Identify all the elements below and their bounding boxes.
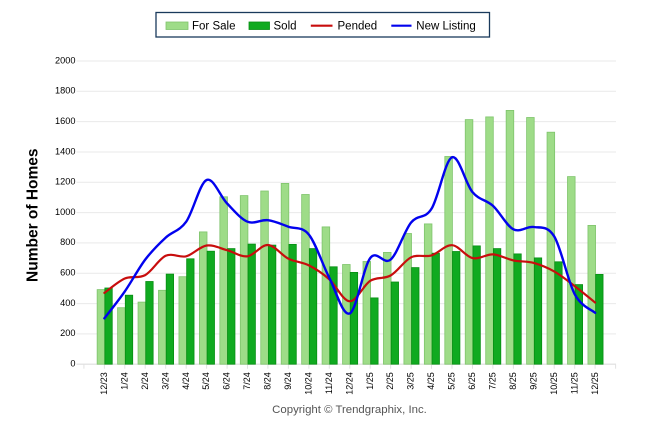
svg-text:6/25: 6/25 xyxy=(467,372,477,390)
svg-text:Pended: Pended xyxy=(338,21,378,33)
svg-text:New Listing: New Listing xyxy=(416,21,475,33)
svg-text:12/24: 12/24 xyxy=(344,372,354,395)
svg-text:10/25: 10/25 xyxy=(549,372,559,395)
svg-text:1800: 1800 xyxy=(55,86,75,96)
svg-text:5/25: 5/25 xyxy=(447,372,457,390)
svg-text:7/25: 7/25 xyxy=(488,372,498,390)
svg-text:3/24: 3/24 xyxy=(160,372,170,390)
svg-text:8/25: 8/25 xyxy=(508,372,518,390)
svg-text:600: 600 xyxy=(60,268,75,278)
svg-text:6/24: 6/24 xyxy=(222,372,232,390)
svg-text:11/25: 11/25 xyxy=(569,372,579,394)
svg-text:200: 200 xyxy=(60,328,75,338)
svg-text:11/24: 11/24 xyxy=(324,372,334,394)
svg-text:9/24: 9/24 xyxy=(283,372,293,390)
svg-text:1/25: 1/25 xyxy=(365,372,375,390)
svg-text:1000: 1000 xyxy=(55,207,75,217)
svg-text:12/23: 12/23 xyxy=(99,372,109,395)
svg-text:800: 800 xyxy=(60,237,75,247)
svg-text:For Sale: For Sale xyxy=(192,21,235,33)
svg-text:2/24: 2/24 xyxy=(140,372,150,390)
svg-text:2/25: 2/25 xyxy=(385,372,395,390)
svg-text:1400: 1400 xyxy=(55,146,75,156)
svg-text:8/24: 8/24 xyxy=(263,372,273,390)
svg-text:12/25: 12/25 xyxy=(590,372,600,395)
svg-text:2000: 2000 xyxy=(55,55,75,65)
svg-text:4/24: 4/24 xyxy=(181,372,191,390)
svg-text:10/24: 10/24 xyxy=(304,372,314,395)
svg-text:400: 400 xyxy=(60,298,75,308)
svg-text:Number of Homes: Number of Homes xyxy=(25,148,42,282)
svg-text:4/25: 4/25 xyxy=(426,372,436,390)
svg-text:1200: 1200 xyxy=(55,177,75,187)
svg-text:9/25: 9/25 xyxy=(528,372,538,390)
svg-text:1/24: 1/24 xyxy=(119,372,129,390)
svg-text:Copyright © Trendgraphix, Inc.: Copyright © Trendgraphix, Inc. xyxy=(272,404,427,416)
svg-text:5/24: 5/24 xyxy=(201,372,211,390)
svg-text:Sold: Sold xyxy=(274,21,297,33)
svg-text:1600: 1600 xyxy=(55,116,75,126)
svg-text:7/24: 7/24 xyxy=(242,372,252,390)
svg-text:0: 0 xyxy=(70,359,75,369)
svg-text:3/25: 3/25 xyxy=(406,372,416,390)
